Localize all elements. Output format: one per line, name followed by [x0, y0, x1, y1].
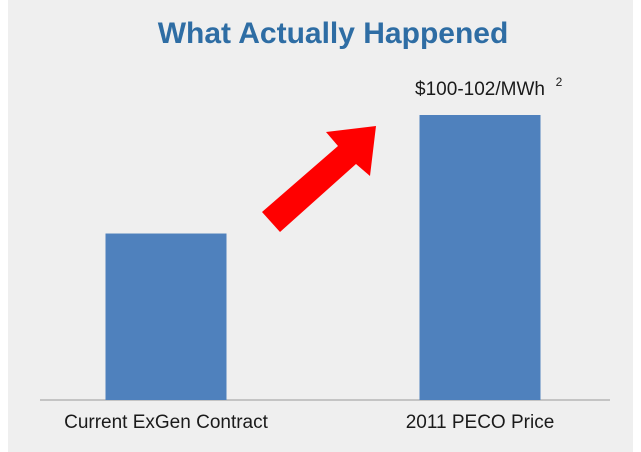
bar [105, 233, 227, 400]
annotation-superscript: 2 [556, 75, 563, 89]
arrow [262, 126, 376, 232]
x-tick-label: Current ExGen Contract [64, 412, 269, 433]
x-tick-label: 2011 PECO Price [406, 412, 555, 433]
chart-title: What Actually Happened [158, 17, 509, 50]
annotation: $100-102/MWh [415, 79, 545, 100]
bar [419, 115, 541, 400]
